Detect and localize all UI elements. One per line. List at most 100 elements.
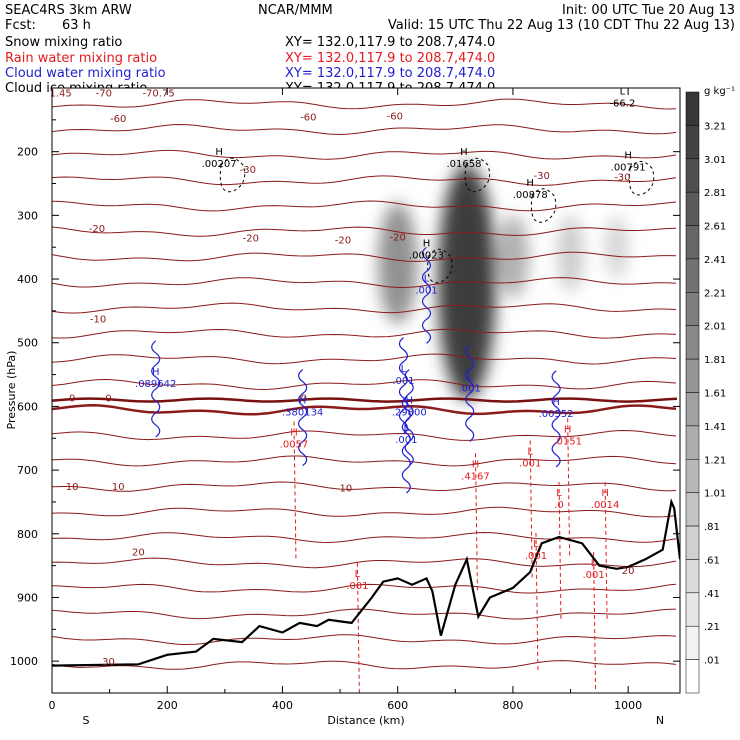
cloud-ice-contour-4: [427, 248, 453, 284]
extremum-marker: L: [424, 273, 430, 284]
temp-contour-label: -20: [335, 236, 351, 247]
extremum-marker: H: [405, 396, 413, 407]
temperature-contour-line: [52, 455, 677, 467]
fcst-label: Fcst:: [5, 18, 36, 33]
y-tick-label: 700: [17, 464, 38, 477]
temp-contour-label: -20: [243, 234, 259, 245]
temperature-contour-line: [52, 506, 677, 518]
colorbar-label: 1.61: [704, 389, 726, 400]
temp-contour-label: -60: [387, 111, 403, 122]
extremum-value: .0057: [280, 439, 309, 450]
cloud-water-contour-4: [421, 246, 432, 344]
rain-water-contour-1: [474, 453, 478, 594]
extremum-marker: H: [299, 396, 307, 407]
extremum-value: .0151: [553, 436, 582, 447]
temperature-contour-line: [52, 302, 677, 314]
cloud-ice-contour-1: [464, 157, 491, 193]
colorbar-swatch: [685, 325, 700, 360]
colorbar-swatch: [685, 659, 700, 694]
plot-frame: [52, 88, 680, 693]
cloud-water-contour-3: [551, 370, 561, 468]
extremum-value: .00207: [202, 159, 237, 170]
temp-contour-label: 0: [105, 394, 111, 405]
cloud-water-contours: [151, 246, 561, 494]
colorbar-units: g kg⁻¹: [704, 86, 735, 97]
project-title: SEAC4RS 3km ARW: [5, 3, 132, 18]
colorbar-label: .21: [704, 622, 720, 633]
colorbar-swatch: [685, 392, 700, 427]
legend-snow-xy: XY= 132.0,117.9 to 208.7,474.0: [285, 35, 495, 50]
temp-contour-label: 1.45: [50, 88, 72, 99]
colorbar-swatch: [685, 492, 700, 527]
temp-contour-label: 10: [66, 482, 79, 493]
temp-contour-label: 20: [622, 566, 635, 577]
temperature-contour-line: [52, 378, 677, 391]
y-tick-label: 400: [17, 273, 38, 286]
y-tick-label: 200: [17, 146, 38, 159]
colorbar-label: 2.41: [704, 255, 726, 266]
colorbar-swatch: [685, 91, 700, 126]
rain-water-contour-3: [558, 481, 562, 622]
y-axis-label: Pressure (hPa): [5, 351, 18, 430]
x-tick-label: 600: [387, 699, 408, 712]
cloud-ice-contour-2: [628, 160, 655, 196]
colorbar-swatch: [685, 358, 700, 393]
y-tick-label: 500: [17, 337, 38, 350]
temp-contour-label: 30: [102, 657, 115, 668]
colorbar-label: 2.61: [704, 222, 726, 233]
temp-contour-label: 0: [301, 394, 307, 405]
org-label: NCAR/MMM: [258, 3, 333, 18]
extremum-value: .001: [395, 435, 417, 446]
cloud-water-contour-5: [398, 337, 409, 435]
cloud-water-contour-6: [465, 344, 475, 442]
temperature-contour-line: [52, 251, 677, 262]
legend-rain-label: Rain water mixing ratio: [5, 51, 157, 66]
extremum-marker: L: [556, 488, 562, 499]
temp-contour-label: 10: [112, 482, 125, 493]
temperature-contour-line: [52, 531, 677, 544]
fcst-value: 63 h: [62, 18, 91, 33]
temperature-contour-line: [52, 557, 677, 569]
colorbar-swatch: [685, 425, 700, 460]
snow-shade-0: [378, 202, 418, 324]
extremum-value: .0014: [591, 500, 620, 511]
temperature-contour-line: [52, 583, 677, 594]
temp-contour-label: 20: [132, 548, 145, 559]
temperature-contour-line: [52, 353, 677, 365]
colorbar-label: .81: [704, 522, 720, 533]
extremum-value: .001: [415, 285, 437, 296]
extremum-value: .380134: [282, 408, 323, 419]
colorbar-label: 2.21: [704, 288, 726, 299]
colorbar-label: 3.21: [704, 121, 726, 132]
snow-shade-2: [496, 215, 529, 299]
cloud-water-contour-0: [151, 340, 161, 438]
rain-water-contour-0: [293, 421, 297, 562]
colorbar-swatch: [685, 559, 700, 594]
x-axis-left-end: S: [83, 714, 90, 727]
colorbar-swatch: [685, 625, 700, 660]
extremum-marker: H: [624, 150, 632, 161]
colorbar-swatch: [685, 125, 700, 160]
snow-shade-3: [557, 215, 584, 292]
colorbar-swatch: [685, 191, 700, 226]
colorbar-label: 1.01: [704, 489, 726, 500]
temperature-contour-line: [52, 98, 677, 110]
colorbar: 3.21 3.01 2.81 2.61 2.41 2.21 2.01 1.81 1.61 1.41…: [685, 91, 726, 694]
cloud-water-contour-1: [298, 369, 308, 467]
temperature-contour-line: [52, 200, 677, 212]
colorbar-label: .01: [704, 656, 720, 667]
x-tick-label: 400: [272, 699, 293, 712]
extremum-value: .001: [525, 551, 547, 562]
extremum-marker: L: [401, 364, 407, 375]
cloud-ice-contour-3: [530, 188, 557, 223]
extremum-value: -66.2: [609, 99, 635, 110]
colorbar-swatch: [685, 158, 700, 193]
colorbar-label: 2.01: [704, 322, 726, 333]
extremum-marker: H: [526, 178, 534, 189]
temp-contour-label: -70: [96, 88, 112, 99]
rain-water-contour-4: [604, 481, 608, 622]
temp-contour-label: 10: [339, 483, 352, 494]
extremum-value: .00023: [409, 250, 444, 261]
